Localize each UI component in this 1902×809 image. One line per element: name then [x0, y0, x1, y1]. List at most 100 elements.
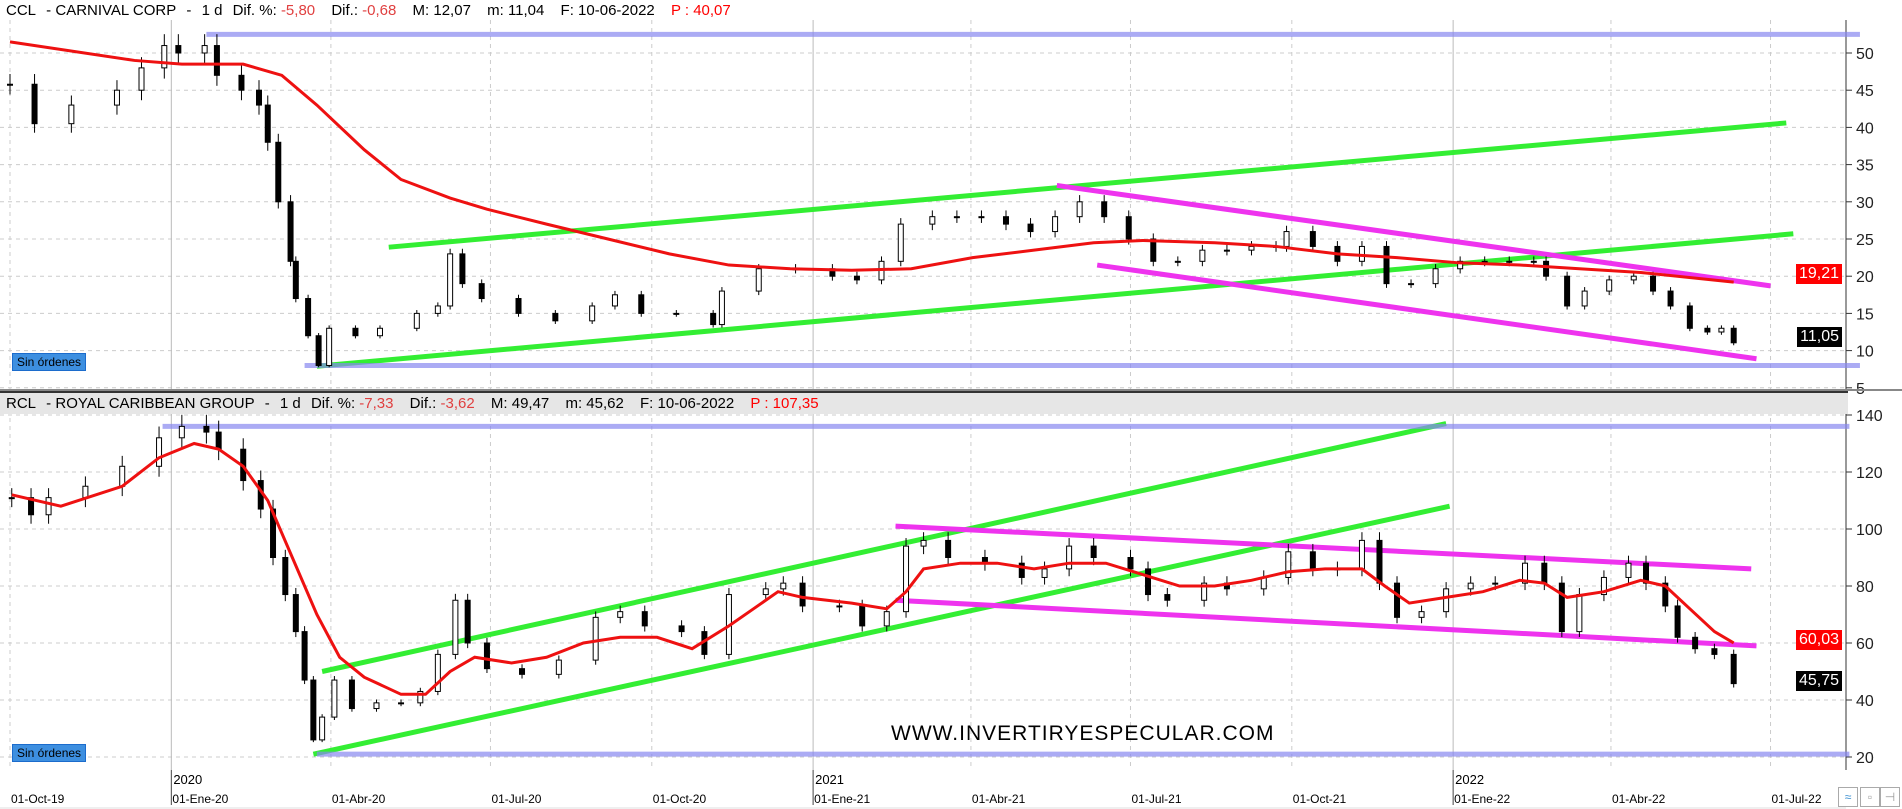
- ccl-header: CCL - CARNIVAL CORP - 1 d Dif. %: -5,80 …: [6, 2, 731, 19]
- candle-body: [589, 305, 596, 322]
- candle-body: [287, 201, 294, 262]
- candle-body: [1650, 275, 1657, 292]
- candle-body: [1283, 231, 1290, 247]
- rcl-header: RCL - ROYAL CARIBBEAN GROUP - 1 d Dif. %…: [0, 391, 1848, 414]
- candle-body: [352, 327, 359, 337]
- y-tick-label: 140: [1856, 408, 1883, 425]
- candle-body: [175, 45, 182, 54]
- candle-body: [459, 253, 466, 285]
- candle-body: [1125, 216, 1132, 240]
- magenta-trendline: [1096, 262, 1757, 362]
- candle-body: [452, 599, 459, 655]
- candle-body: [678, 625, 685, 633]
- candle-body: [1581, 290, 1588, 307]
- candle-body: [275, 141, 282, 203]
- dif: -3,62: [440, 395, 475, 412]
- y-tick-label: 80: [1856, 579, 1874, 596]
- ccl-ma-price-label: 19,21: [1795, 264, 1842, 284]
- candle-body: [515, 298, 522, 314]
- candle-body: [319, 716, 326, 741]
- no-orders-badge[interactable]: Sin órdenes: [12, 744, 87, 762]
- candle-body: [7, 83, 13, 86]
- candle-body: [447, 253, 454, 307]
- y-tick-label: 20: [1856, 269, 1874, 286]
- magenta-trendline: [895, 597, 1757, 649]
- panel-divider: [0, 389, 1902, 391]
- candle-body: [920, 539, 927, 547]
- green-trendline: [388, 120, 1787, 250]
- date-tick-label: 01-Abr-22: [1612, 792, 1666, 806]
- candle-body: [1066, 545, 1073, 570]
- candle-body: [1662, 582, 1669, 607]
- date-tick-label: 01-Abr-21: [972, 792, 1026, 806]
- candle-body: [1630, 275, 1637, 281]
- candle-body: [1674, 605, 1681, 638]
- candle-body: [113, 89, 120, 106]
- candle-body: [1543, 260, 1550, 277]
- candle-body: [1101, 201, 1108, 218]
- candle-body: [215, 431, 222, 450]
- p-value: 107,35: [772, 395, 819, 412]
- date: 10-06-2022: [657, 395, 735, 412]
- candle-body: [1076, 201, 1083, 218]
- candle-body: [1467, 582, 1474, 590]
- green-trendline: [321, 421, 1447, 674]
- dif-pct: -5,80: [280, 2, 316, 19]
- date-tick-label: 01-Jul-20: [491, 792, 541, 806]
- candle-body: [1041, 568, 1048, 578]
- candle-body: [376, 327, 383, 337]
- date-tick-label: 01-Jul-21: [1131, 792, 1181, 806]
- candle-body: [413, 312, 420, 329]
- candle-body: [373, 702, 380, 710]
- green-trendline: [312, 503, 1451, 757]
- candle-body: [1443, 588, 1450, 613]
- date-tick-label: 01-Oct-21: [1293, 792, 1347, 806]
- candle-body: [1223, 249, 1230, 252]
- candle-body: [1052, 216, 1059, 233]
- magenta-trendline: [895, 523, 1752, 572]
- candle-body: [1522, 562, 1529, 584]
- candle-body: [464, 599, 471, 644]
- candle-body: [1686, 305, 1693, 329]
- date: 10-06-2022: [578, 2, 655, 19]
- candle-body: [929, 216, 936, 225]
- candle-body: [417, 690, 424, 704]
- candle-body: [859, 605, 866, 627]
- save-icon[interactable]: ▫: [1860, 787, 1880, 807]
- candle-body: [555, 659, 562, 675]
- year-label: 2020: [173, 772, 202, 787]
- chart-type-icon[interactable]: ≈: [1838, 787, 1858, 807]
- candle-body: [161, 45, 168, 69]
- candle-body: [1027, 223, 1034, 233]
- candle-body: [611, 294, 618, 307]
- candle-body: [799, 582, 806, 607]
- candle-body: [348, 679, 355, 710]
- y-tick-label: 20: [1856, 750, 1874, 767]
- candle-body: [292, 260, 299, 300]
- candle-body: [1432, 268, 1439, 285]
- candle-body: [1309, 551, 1316, 570]
- moving-average-line: [11, 441, 1735, 696]
- candle-body: [1199, 249, 1206, 262]
- candle-body: [203, 425, 210, 433]
- candle-body: [310, 679, 317, 741]
- candle-body: [238, 74, 245, 91]
- no-orders-badge[interactable]: Sin órdenes: [12, 353, 87, 371]
- candle-body: [28, 497, 35, 516]
- y-tick-label: 120: [1856, 465, 1883, 482]
- candle-body: [178, 425, 185, 439]
- candle-body: [1704, 327, 1711, 333]
- watermark: WWW.INVERTIRYESPECULAR.COM: [891, 722, 1275, 745]
- candle-body: [1692, 636, 1699, 650]
- candle-body: [592, 616, 599, 661]
- max: 12,07: [433, 2, 471, 19]
- y-tick-label: 10: [1856, 344, 1874, 361]
- candle-body: [1174, 260, 1181, 263]
- year-label: 2021: [815, 772, 844, 787]
- pin-icon[interactable]: ⊣: [1880, 787, 1900, 807]
- candle-body: [1358, 539, 1365, 570]
- year-label: 2022: [1455, 772, 1484, 787]
- candle-body: [1730, 327, 1737, 344]
- candle-body: [1606, 279, 1613, 292]
- candle-body: [1394, 582, 1401, 618]
